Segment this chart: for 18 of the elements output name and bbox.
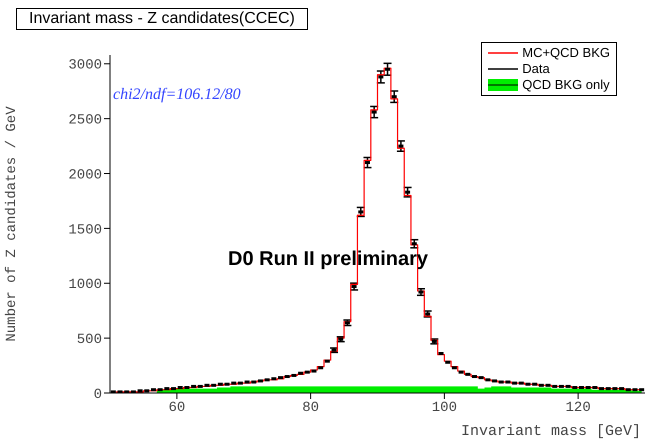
y-tick-label: 3000 [68, 58, 102, 74]
y-axis-title: Number of Z candidates / GeV [4, 106, 20, 342]
chart-title: Invariant mass - Z candidates(CCEC) [16, 8, 308, 30]
legend-label: Data [522, 61, 550, 77]
x-tick-label: 80 [302, 400, 320, 416]
y-tick-label: 0 [94, 386, 102, 403]
legend-label: QCD BKG only [522, 77, 610, 93]
legend-label: MC+QCD BKG [522, 45, 610, 61]
x-tick-label: 60 [168, 400, 186, 416]
y-tick-label: 1000 [68, 277, 102, 294]
y-tick-label: 500 [76, 332, 102, 348]
x-tick-label: 100 [432, 400, 457, 416]
y-tick-label: 2000 [68, 167, 102, 184]
x-tick-label: 120 [566, 400, 591, 416]
y-tick-label: 2500 [68, 112, 102, 129]
annotation: chi2/ndf=106.12/80 [113, 86, 241, 104]
y-tick-label: 1500 [68, 222, 102, 238]
x-axis-title: Invariant mass [GeV] [460, 423, 641, 439]
